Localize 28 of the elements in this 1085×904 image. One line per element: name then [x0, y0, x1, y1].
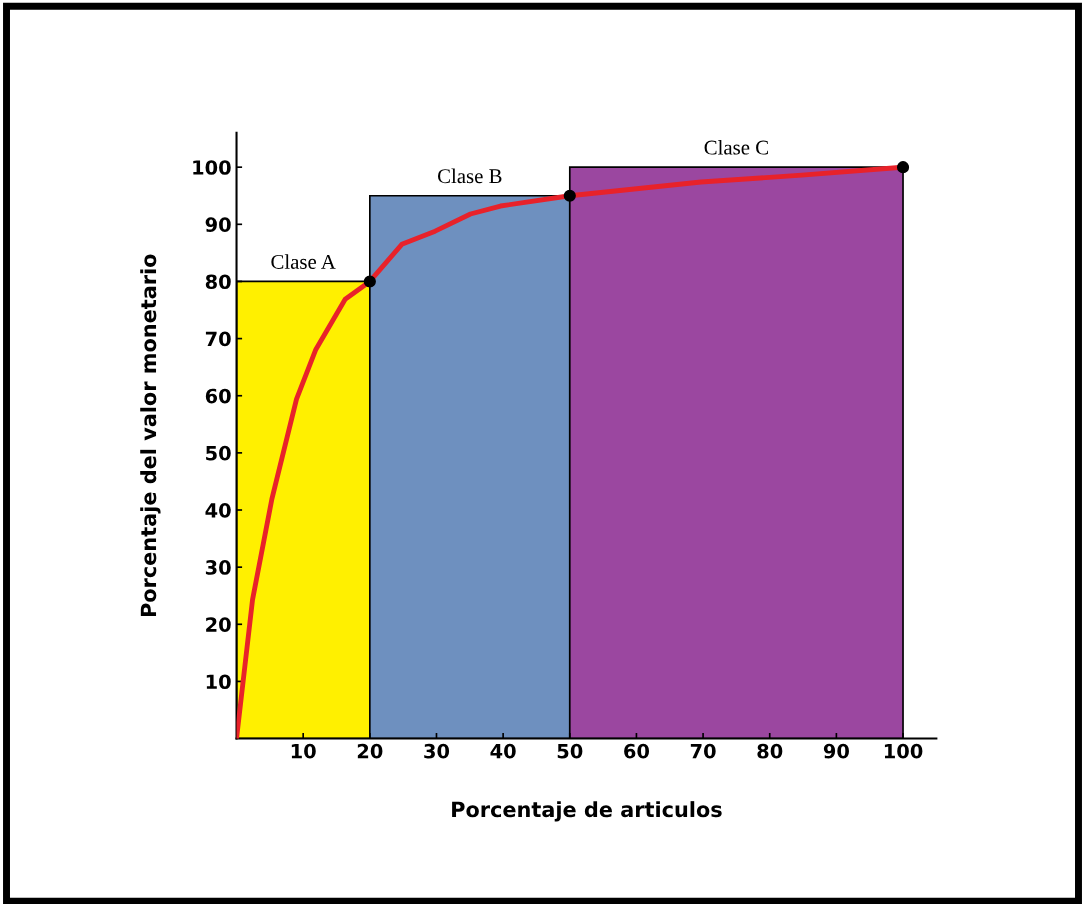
x-tick-label: 10 — [291, 743, 316, 759]
annotation: Clase A — [271, 254, 336, 269]
y-tick-label: 50 — [206, 445, 231, 461]
annotation: Clase B — [437, 168, 502, 184]
y-axis-title: Porcentaje del valor monetario — [140, 254, 161, 617]
x-tick-label: 90 — [823, 743, 849, 759]
x-tick-label: 30 — [424, 743, 450, 759]
y-tick-label: 70 — [205, 331, 231, 347]
x-tick-label: 40 — [490, 743, 516, 759]
y-tick-label: 40 — [205, 502, 231, 518]
x-tick-label: 100 — [884, 743, 923, 759]
y-tick-label: 100 — [193, 160, 231, 175]
y-tick-label: 10 — [206, 674, 231, 690]
y-tick-label: 30 — [205, 560, 231, 575]
annotation: Clase C — [704, 139, 768, 155]
point — [896, 161, 910, 174]
x-tick-label: 50 — [557, 743, 583, 759]
x-tick-label: 80 — [757, 743, 783, 759]
y-tick-label: 90 — [205, 217, 231, 232]
x-tick-label: 20 — [357, 743, 383, 759]
x-axis-title: Porcentaje de articulos — [452, 801, 722, 822]
x-tick-label: 60 — [624, 743, 650, 759]
point — [563, 189, 576, 202]
y-tick-label: 80 — [205, 274, 231, 290]
x-tick-label: 70 — [690, 743, 716, 759]
point — [363, 275, 376, 288]
y-tick-label: 60 — [205, 388, 231, 404]
y-tick-label: 20 — [206, 617, 231, 632]
